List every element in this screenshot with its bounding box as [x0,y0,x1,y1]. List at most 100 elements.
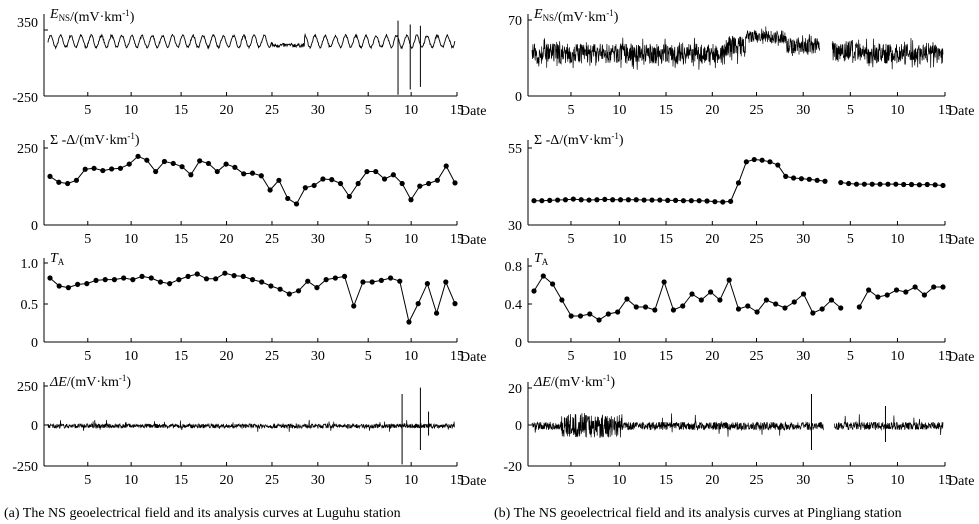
data-point [570,196,576,202]
data-point [866,287,872,293]
data-point [47,173,53,179]
data-point [875,294,881,300]
y-tick-label: 30 [508,219,522,234]
data-point [782,305,788,311]
x-axis-label: Date [948,233,974,248]
x-tick-label: 5 [84,473,91,488]
x-tick-label: 10 [404,349,418,364]
data-point [167,281,173,287]
data-point [819,306,825,312]
data-point [93,277,99,283]
data-point [65,180,71,187]
data-point [285,195,291,202]
data-point [329,177,335,183]
caption-left: (a) The NS geoelectrical field and its a… [4,506,401,521]
data-point [387,275,394,281]
y-axis-label: ENS/(mV·km-1) [49,7,135,25]
data-point [861,181,867,187]
data-point [188,172,194,178]
x-tick-label: 10 [890,349,904,364]
data-point [908,181,915,188]
data-point [213,276,219,282]
data-point [717,297,723,303]
data-point [369,279,375,285]
data-point [337,180,344,187]
x-tick-label: 15 [938,349,952,364]
x-tick-label: 15 [659,232,673,247]
data-point [652,307,658,313]
data-point [223,161,229,167]
data-point [424,281,430,287]
x-tick-label: 25 [750,473,764,488]
data-point [586,197,592,203]
x-tick-label: 30 [796,103,810,118]
data-point [84,281,90,287]
data-point [735,306,742,312]
data-point [610,197,616,203]
data-point [355,180,361,187]
x-tick-label: 5 [567,103,574,118]
data-point [240,273,246,279]
data-point [203,276,210,282]
x-tick-label: 15 [450,473,464,488]
data-point [185,273,191,279]
data-point [853,181,860,187]
data-point [415,301,421,307]
x-tick-label: 25 [265,232,279,247]
data-point [869,181,875,187]
y-tick-label: 0 [515,419,522,434]
x-axis-label: Date [460,474,486,489]
data-point [625,197,631,203]
data-point [893,287,900,293]
data-point [912,284,918,290]
data-point [170,160,176,167]
series-line [531,26,944,70]
data-point [688,198,694,204]
x-tick-label: 10 [612,473,626,488]
data-point [531,198,537,204]
data-point [452,301,458,307]
x-tick-label: 30 [311,349,325,364]
data-point [624,296,630,302]
data-point [397,278,403,284]
data-point [82,166,88,172]
data-point [767,159,773,165]
x-tick-label: 15 [450,349,464,364]
data-point [399,180,405,187]
data-point [657,197,663,203]
data-point [231,273,237,279]
data-point [790,175,797,181]
data-point [698,297,704,303]
x-tick-label: 20 [705,232,719,247]
data-point [332,275,338,281]
x-tick-label: 20 [220,232,234,247]
data-point [720,199,726,205]
data-point [258,173,264,179]
data-point [751,156,757,163]
data-point [763,297,769,303]
data-point [846,180,852,187]
x-axis-label: Date [948,474,974,489]
data-point [602,196,608,203]
data-point [241,171,247,177]
data-point [577,313,584,319]
data-point [877,181,883,187]
data-point [728,198,734,204]
data-point [121,275,127,281]
x-tick-label: 30 [796,349,810,364]
x-tick-label: 15 [659,103,673,118]
data-point [641,197,647,203]
data-point [214,168,220,175]
y-tick-label: 250 [17,142,38,157]
data-point [73,177,80,183]
data-point [759,157,765,163]
x-tick-label: 10 [612,349,626,364]
data-point [661,279,667,285]
x-tick-label: 20 [705,103,719,118]
data-point [884,292,890,298]
x-tick-label: 10 [124,349,138,364]
data-point [665,197,671,203]
x-tick-label: 30 [311,232,325,247]
data-point [346,193,352,200]
